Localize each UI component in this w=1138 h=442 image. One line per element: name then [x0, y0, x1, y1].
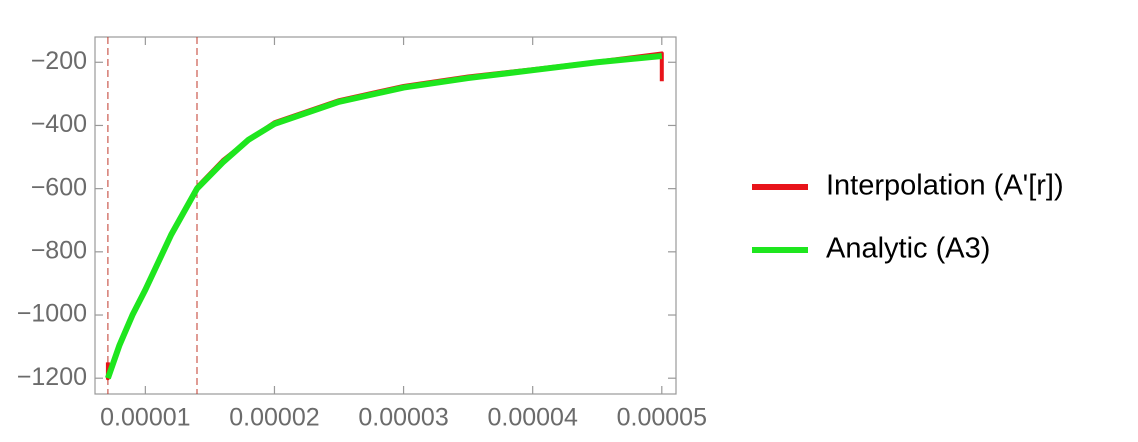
x-tick-label: 0.00002: [229, 404, 319, 432]
y-tick-label: −200: [31, 47, 87, 75]
x-tick-label: 0.00005: [617, 404, 707, 432]
y-tick-label: −600: [31, 173, 87, 201]
y-tick-label: −1000: [17, 300, 87, 328]
x-tick-label: 0.00004: [487, 404, 577, 432]
x-tick-label: 0.00001: [100, 404, 190, 432]
x-tick-label: 0.00003: [358, 404, 448, 432]
series-line: [105, 52, 663, 380]
y-tick-label: −400: [31, 110, 87, 138]
legend-label: Analytic (A3): [826, 233, 990, 265]
y-tick-label: −1200: [17, 363, 87, 391]
plot-frame: [94, 36, 677, 395]
series-line: [105, 51, 664, 381]
legend-label: Interpolation (A'[r]): [826, 170, 1064, 202]
y-tick-label: −800: [31, 236, 87, 264]
